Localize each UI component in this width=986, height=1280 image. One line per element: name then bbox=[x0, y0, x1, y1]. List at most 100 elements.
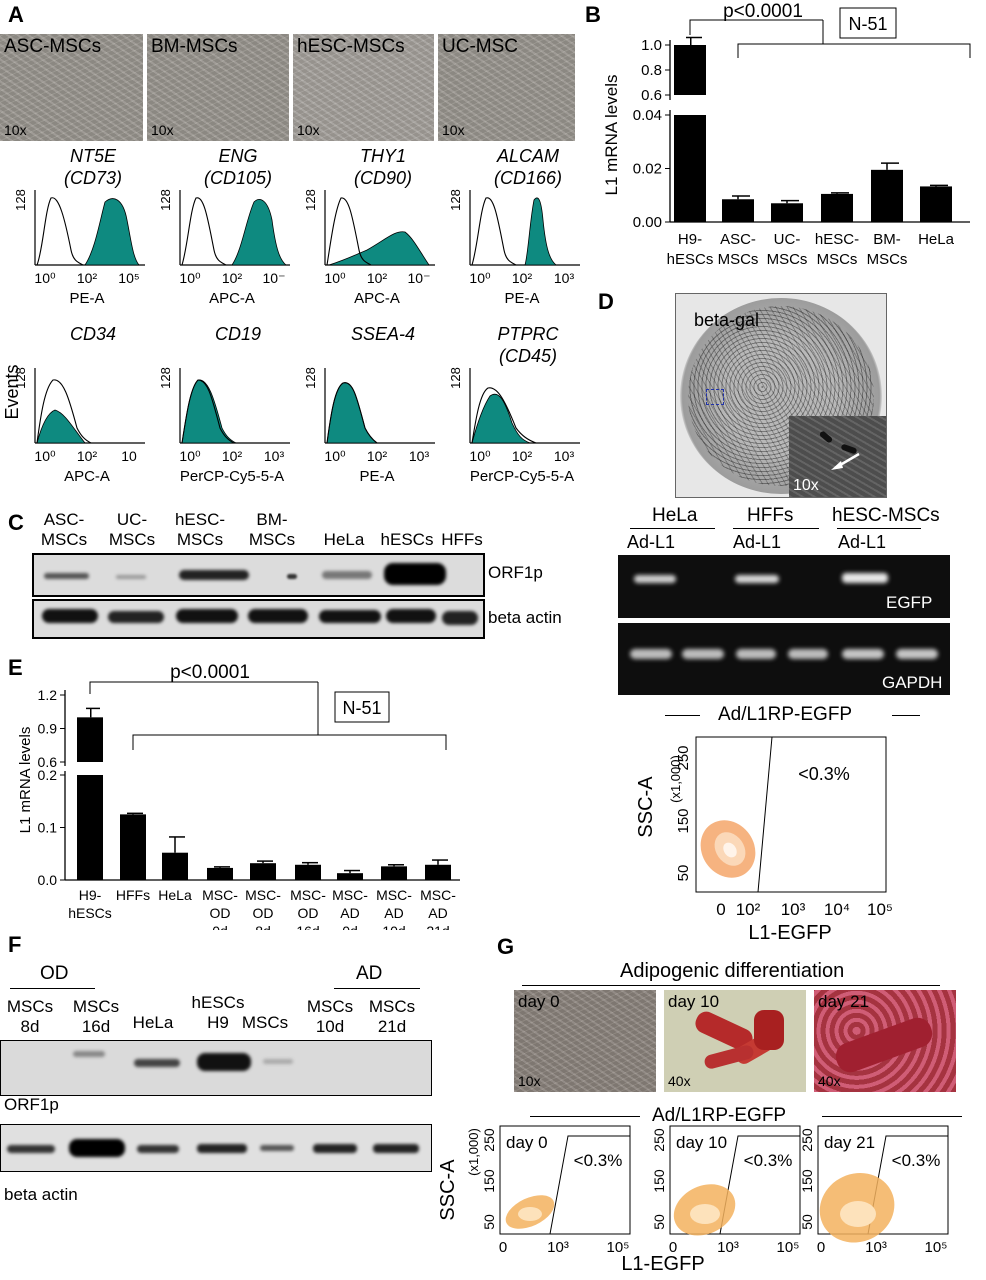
histogram-stained-population bbox=[84, 198, 140, 266]
x-tick: 10² bbox=[367, 448, 388, 464]
marker-name: ENG bbox=[218, 146, 257, 166]
micrograph-label: day 21 bbox=[818, 992, 870, 1011]
lane-label: hESCs bbox=[380, 530, 434, 549]
gel-group-hela: HeLa bbox=[652, 505, 698, 526]
channel-label: APC-A bbox=[209, 290, 255, 307]
panel-letter-b: B bbox=[585, 2, 601, 27]
panel-letter-a: A bbox=[8, 2, 24, 27]
flow-xtick: 0 bbox=[817, 1239, 825, 1256]
gel-lane-label: Ad-L1 bbox=[838, 532, 887, 552]
events-axis-label-row1: Events bbox=[2, 364, 22, 419]
category-label: MSC- bbox=[202, 887, 238, 903]
y-tick: 0.02 bbox=[633, 161, 662, 178]
category-label: hESCs bbox=[68, 905, 112, 921]
bar-chart-e: L1 mRNA levels 1.2 0.9 0.60.2 0.1 0.0 H9- hESCs… bbox=[17, 662, 460, 930]
histogram-stained-population bbox=[328, 231, 430, 266]
y-max-tick: 128 bbox=[13, 367, 28, 389]
category-label: HeLa bbox=[158, 887, 192, 903]
x-tick: 10⁰ bbox=[324, 448, 346, 464]
flow-xtick: 10⁵ bbox=[867, 900, 893, 919]
category-label: OD bbox=[253, 905, 274, 921]
gate-percentage: <0.3% bbox=[892, 1151, 941, 1170]
y-max-tick: 128 bbox=[303, 367, 318, 389]
flow-ytick: 150 bbox=[675, 808, 692, 833]
p-value-label: p<0.0001 bbox=[723, 1, 803, 22]
category-label: AD bbox=[340, 905, 359, 921]
group-bracket bbox=[837, 528, 921, 529]
y-tick: 0.04 bbox=[633, 107, 662, 124]
histogram-isotype-control bbox=[471, 387, 537, 444]
y-tick: 0.8 bbox=[641, 62, 662, 79]
flow-ylabel: SSC-A bbox=[635, 776, 657, 838]
bar bbox=[771, 203, 803, 222]
histogram-isotype-control bbox=[181, 197, 227, 266]
x-tick: 10⁰ bbox=[179, 270, 201, 286]
magnification-label: 10x bbox=[4, 122, 27, 138]
bar bbox=[821, 193, 853, 222]
flow-xtick: 0 bbox=[499, 1239, 507, 1256]
histogram-histograms_row1-4: ALCAM(CD166) 128 10⁰ 10² 10³ PE-A bbox=[448, 146, 580, 307]
lane-label: MSCs bbox=[306, 997, 354, 1016]
bar bbox=[722, 199, 754, 222]
bar bbox=[250, 863, 276, 880]
category-label: H9- bbox=[678, 231, 702, 248]
category-label: AD bbox=[384, 905, 403, 921]
y-tick: 0.6 bbox=[641, 87, 662, 104]
bar bbox=[920, 186, 952, 222]
histogram-isotype-control bbox=[36, 379, 92, 444]
category-label: 0d bbox=[342, 923, 358, 930]
marker-alias: (CD105) bbox=[204, 168, 272, 188]
histogram-stained-population bbox=[471, 393, 531, 444]
bar bbox=[674, 115, 706, 222]
x-tick: 10² bbox=[77, 270, 98, 286]
flow-ytick: 250 bbox=[481, 1128, 497, 1152]
micrograph-hesc-mscs: hESC-MSCs 10x bbox=[293, 34, 434, 141]
flow-plot-d: SSC-A (x1,000) 250 150 50 <0.3% 0 10² 10… bbox=[635, 736, 893, 944]
x-tick: 10² bbox=[222, 448, 243, 464]
lane-label: 21d bbox=[377, 1017, 407, 1036]
magnification-label: 10x bbox=[442, 122, 465, 138]
histogram-isotype-control bbox=[326, 382, 378, 444]
micrograph-uc-msc: UC-MSC 10x bbox=[438, 34, 575, 141]
flow-xtick: 10⁵ bbox=[925, 1239, 948, 1256]
micrograph-label: BM-MSCs bbox=[151, 36, 238, 57]
flow-ytick: 250 bbox=[799, 1128, 815, 1152]
x-tick: 10³ bbox=[554, 448, 575, 464]
flow-ytick: 150 bbox=[651, 1169, 667, 1193]
histogram-isotype-control bbox=[471, 197, 517, 266]
flow-xtick: 10³ bbox=[865, 1239, 887, 1256]
flow-ytick: 50 bbox=[675, 865, 692, 882]
gate-percentage: <0.3% bbox=[798, 764, 850, 784]
adipo-micrograph-day21: day 21 40x bbox=[814, 990, 956, 1092]
histogram-histograms_row2-2: CD19 128 10⁰ 10² 10³ PerCP-Cy5-5-A bbox=[158, 324, 290, 485]
category-label: MSC- bbox=[290, 887, 326, 903]
x-tick: 10⁻ bbox=[408, 270, 431, 286]
group-bracket bbox=[733, 528, 819, 529]
x-tick: 10³ bbox=[554, 270, 575, 286]
gate-percentage: <0.3% bbox=[744, 1151, 793, 1170]
channel-label: PerCP-Cy5-5-A bbox=[180, 468, 284, 485]
category-label: AD bbox=[428, 905, 447, 921]
flow-xlabel: L1-EGFP bbox=[621, 1253, 704, 1275]
y-tick: 1.0 bbox=[641, 37, 662, 54]
histogram-stained-population bbox=[326, 382, 379, 444]
panel-letter-f: F bbox=[8, 932, 22, 957]
category-label: HFFs bbox=[116, 887, 150, 903]
group-bracket bbox=[630, 528, 715, 529]
category-label: BM- bbox=[873, 231, 901, 248]
lane-label: HeLa bbox=[323, 530, 365, 549]
title-rule bbox=[665, 715, 700, 716]
x-tick: 10⁵ bbox=[118, 270, 139, 286]
y-axis-label: L1 mRNA levels bbox=[17, 727, 34, 834]
bar-chart-b: L1 mRNA levels 1.0 0.8 0.6 0.04 0.02 0.00 H9- hE… bbox=[602, 1, 971, 268]
marker-name: CD19 bbox=[215, 324, 261, 344]
magnification-label: 10x bbox=[518, 1073, 541, 1089]
bar bbox=[207, 867, 233, 880]
category-label: MSC- bbox=[376, 887, 412, 903]
magnification-label: 40x bbox=[668, 1073, 691, 1089]
category-label: MSCs bbox=[867, 251, 908, 268]
flow-ytick: 50 bbox=[481, 1214, 497, 1230]
flow-title-g: Ad/L1RP-EGFP bbox=[652, 1105, 787, 1126]
y-axis-label: L1 mRNA levels bbox=[602, 75, 621, 196]
lane-label: 16d bbox=[81, 1017, 111, 1036]
